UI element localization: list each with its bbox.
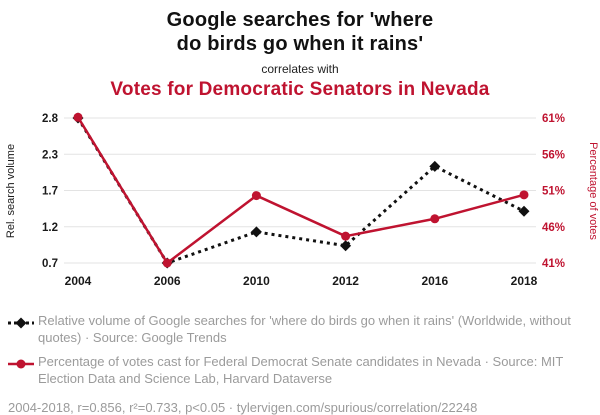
data-point-diamond — [518, 205, 530, 217]
left-axis-tick-label: 2.8 — [42, 113, 59, 125]
red-circle-solid-series-icon — [8, 353, 38, 375]
data-point-diamond — [340, 240, 352, 252]
left-axis-tick-label: 0.7 — [42, 258, 58, 270]
x-axis-year-label: 2012 — [332, 274, 359, 288]
chart-legend: Relative volume of Google searches for '… — [0, 308, 600, 388]
y-axis-label-right: Percentage of votes — [587, 142, 599, 240]
left-axis-tick-label: 1.2 — [42, 222, 58, 234]
x-axis-year-label: 2018 — [511, 274, 538, 288]
legend-text-searches: Relative volume of Google searches for '… — [38, 312, 571, 345]
series-line-circle — [76, 116, 525, 265]
chart-header: Google searches for 'where do birds go w… — [0, 0, 600, 101]
right-axis-tick-label: 61% — [542, 113, 565, 125]
legend-item-votes: Percentage of votes cast for Federal Dem… — [8, 353, 592, 387]
right-axis-tick-label: 41% — [542, 258, 565, 270]
page-title: Google searches for 'where do birds go w… — [0, 8, 600, 57]
right-axis-tick-label: 56% — [542, 149, 565, 161]
x-axis-year-label: 2010 — [243, 274, 270, 288]
chart-area: 2.8 61% 2.3 56% 1.7 51% 1.2 46% 0.7 41% 2004 2006 20… — [0, 103, 600, 308]
right-axis-tick-label: 46% — [542, 222, 565, 234]
black-diamond-dashed-series-icon — [8, 312, 38, 334]
secondary-title: Votes for Democratic Senators in Nevada — [110, 78, 490, 100]
data-point-circle — [73, 112, 83, 122]
data-point-circle — [430, 214, 440, 224]
correlates-with-label: correlates with — [261, 61, 339, 76]
data-point-diamond — [429, 160, 441, 172]
x-axis-year-label: 2016 — [421, 274, 448, 288]
legend-item-searches: Relative volume of Google searches for '… — [8, 312, 592, 346]
data-point-circle — [251, 190, 261, 200]
data-point-diamond — [250, 226, 262, 238]
page-title-line1: Google searches for 'where — [166, 9, 434, 31]
data-point-circle — [341, 231, 351, 241]
right-axis-tick-label: 51% — [542, 185, 565, 197]
data-point-circle — [519, 190, 529, 200]
y-axis-label-left: Rel. search volume — [5, 144, 17, 238]
footer-stats-and-url: 2004-2018, r=0.856, r²=0.733, p<0.05 · t… — [8, 400, 478, 415]
x-axis-year-label: 2004 — [65, 274, 92, 288]
left-axis-tick-label: 1.7 — [42, 185, 58, 197]
left-axis-tick-label: 2.3 — [42, 149, 58, 161]
data-point-circle — [162, 258, 172, 268]
x-axis-year-label: 2006 — [154, 274, 181, 288]
legend-text-votes: Percentage of votes cast for Federal Dem… — [38, 354, 564, 387]
page-title-line2: do birds go when it rains' — [176, 33, 424, 56]
correlation-line-chart: 2.8 61% 2.3 56% 1.7 51% 1.2 46% 0.7 41% 2004 2006 20… — [5, 112, 599, 288]
